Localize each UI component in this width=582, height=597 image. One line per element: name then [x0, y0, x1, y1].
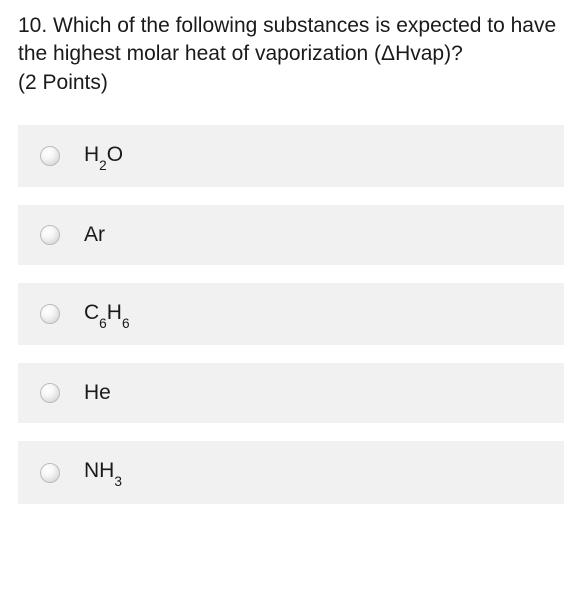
option-label: Ar: [84, 223, 105, 247]
option-label: H2O: [84, 143, 123, 169]
options-group: H2O Ar C6H6 He NH3: [18, 125, 564, 504]
option-h2o[interactable]: H2O: [18, 125, 564, 187]
radio-icon: [40, 383, 60, 403]
option-ar[interactable]: Ar: [18, 205, 564, 265]
option-label: C6H6: [84, 301, 130, 327]
question-number: 10.: [18, 14, 47, 37]
option-nh3[interactable]: NH3: [18, 441, 564, 503]
radio-icon: [40, 146, 60, 166]
question-block: 10. Which of the following substances is…: [18, 12, 564, 97]
question-points: (2 Points): [18, 71, 108, 94]
radio-icon: [40, 304, 60, 324]
radio-icon: [40, 463, 60, 483]
option-label: He: [84, 381, 111, 405]
option-c6h6[interactable]: C6H6: [18, 283, 564, 345]
option-he[interactable]: He: [18, 363, 564, 423]
option-label: NH3: [84, 459, 122, 485]
radio-icon: [40, 225, 60, 245]
question-stem: Which of the following substances is exp…: [18, 14, 556, 65]
